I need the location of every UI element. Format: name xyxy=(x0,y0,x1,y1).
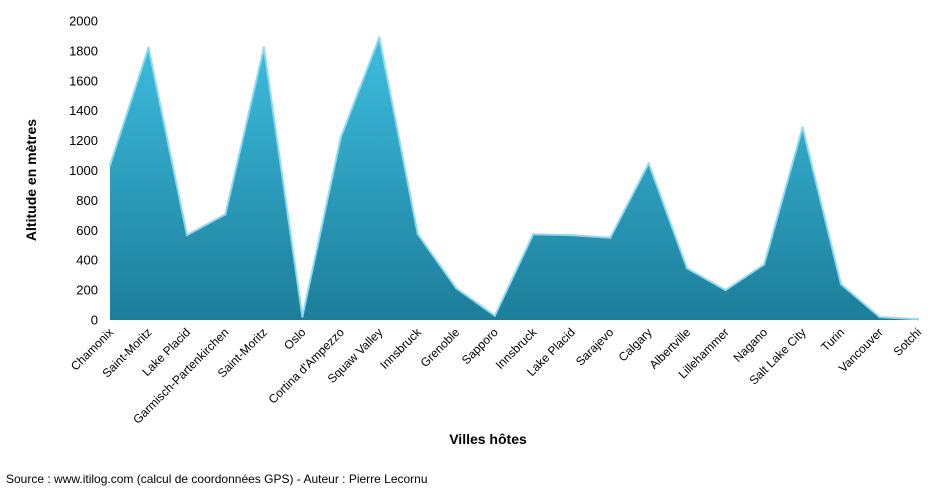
x-tick-label: Innsbruck xyxy=(377,325,424,372)
y-tick-label: 1600 xyxy=(69,73,98,88)
data-point xyxy=(570,233,573,237)
data-point xyxy=(801,126,804,129)
data-point xyxy=(224,212,227,216)
y-tick-label: 1800 xyxy=(69,43,98,58)
data-point xyxy=(647,162,650,165)
y-axis-ticks: 0 200 400 600 800 1000 1200 1400 1600 1800 2000 xyxy=(69,14,98,328)
y-tick-label: 600 xyxy=(76,223,98,238)
altitude-area xyxy=(110,37,918,321)
x-tick-label: Oslo xyxy=(281,325,309,353)
data-point xyxy=(762,263,766,266)
data-point xyxy=(378,36,381,39)
data-point xyxy=(916,318,920,321)
x-tick-label: Turin xyxy=(818,325,847,354)
source-note: Source : www.itilog.com (calcul de coord… xyxy=(6,472,428,486)
x-axis-title: Villes hôtes xyxy=(449,431,527,447)
x-tick-label: Grenoble xyxy=(418,325,463,370)
y-tick-label: 800 xyxy=(76,193,98,208)
altitude-ridge-line xyxy=(109,36,919,321)
data-point xyxy=(493,314,496,317)
data-point xyxy=(608,236,612,239)
data-point xyxy=(262,46,266,49)
y-tick-label: 0 xyxy=(91,313,98,328)
y-tick-label: 1400 xyxy=(69,103,98,118)
x-tick-label: Sarajevo xyxy=(573,325,617,369)
x-tick-label: Sotchi xyxy=(891,325,924,358)
data-point xyxy=(878,315,881,319)
data-point xyxy=(724,288,727,292)
data-point xyxy=(839,283,843,286)
data-point xyxy=(147,46,150,49)
data-point xyxy=(532,232,535,236)
data-point xyxy=(301,315,304,318)
data-point xyxy=(339,135,343,139)
y-tick-label: 2000 xyxy=(69,14,98,29)
data-point xyxy=(108,164,112,167)
y-tick-label: 1200 xyxy=(69,133,98,148)
data-points xyxy=(108,36,920,321)
y-tick-label: 400 xyxy=(76,253,98,268)
y-tick-label: 200 xyxy=(76,283,98,298)
data-point xyxy=(685,267,689,270)
data-point xyxy=(455,287,458,290)
y-tick-label: 1000 xyxy=(69,163,98,178)
data-point xyxy=(416,232,420,236)
y-axis-title: Altitude en mètres xyxy=(23,119,39,241)
data-point xyxy=(185,233,189,237)
